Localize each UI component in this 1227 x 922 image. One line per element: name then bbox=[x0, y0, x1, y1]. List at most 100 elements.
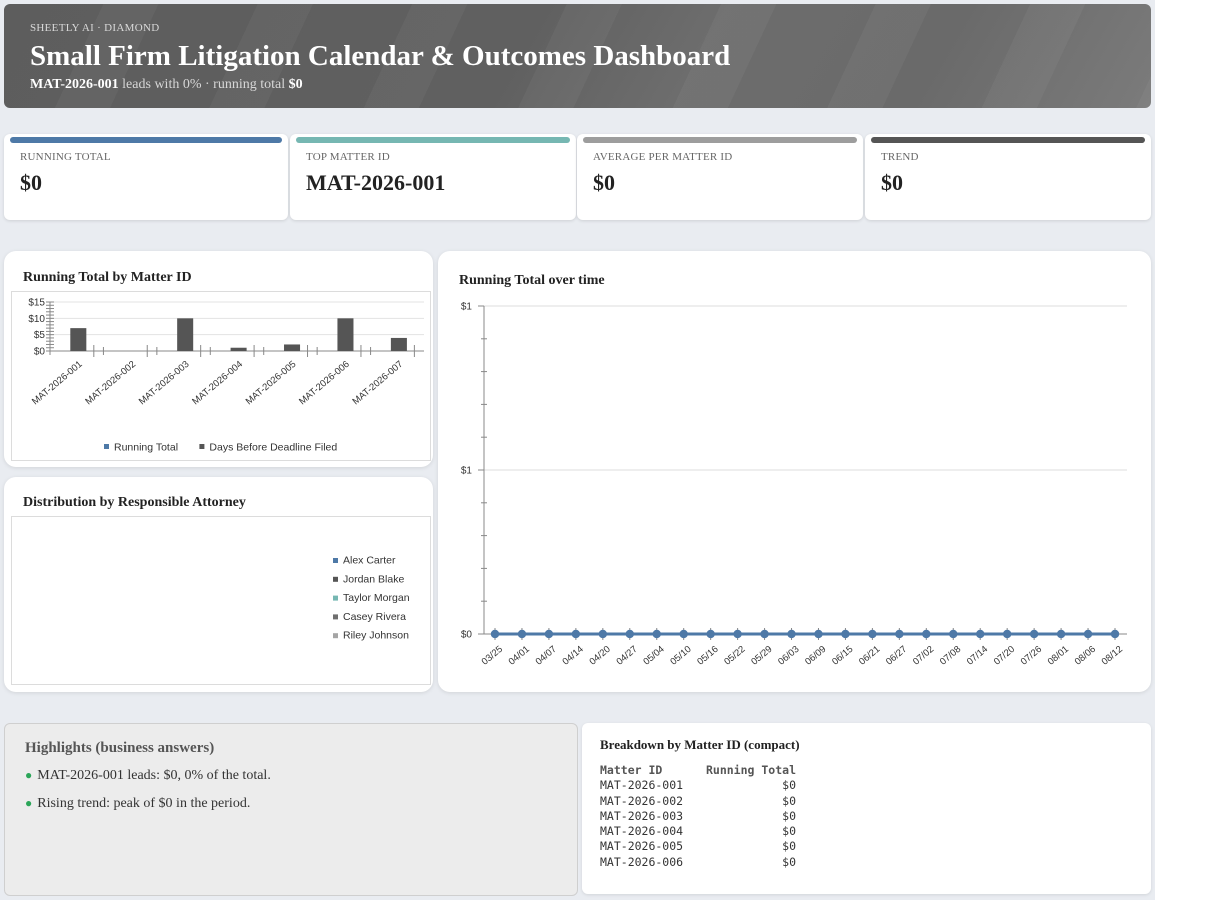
line-chart-card: Running Total over time $1 $1 $0 03/25 04/01… bbox=[438, 251, 1151, 692]
legend-swatch bbox=[333, 633, 338, 639]
x-tick-label: 06/21 bbox=[857, 644, 882, 668]
legend-label: Days Before Deadline Filed bbox=[209, 442, 337, 454]
highlight-text: Rising trend: peak of $0 in the period. bbox=[37, 796, 251, 811]
y-tick-label: $5 bbox=[34, 330, 46, 341]
data-point bbox=[814, 629, 823, 639]
line-chart-title: Running Total over time bbox=[459, 273, 605, 288]
data-point bbox=[544, 629, 554, 639]
x-tick-label: 04/07 bbox=[534, 644, 559, 668]
x-tick-label: 05/29 bbox=[749, 644, 774, 668]
legend-swatch bbox=[104, 444, 109, 449]
table-header-row: Matter ID Running Total bbox=[600, 763, 796, 778]
x-tick-label: 07/08 bbox=[938, 644, 963, 668]
x-tick-label: 08/01 bbox=[1046, 644, 1071, 668]
x-tick-label: 06/09 bbox=[803, 644, 828, 668]
highlights-panel: Highlights (business answers) ● MAT-2026-… bbox=[4, 723, 578, 896]
pie-chart: Alex Carter Jordan Blake Taylor Morgan Case… bbox=[333, 555, 410, 642]
highlight-item: ● MAT-2026-001 leads: $0, 0% of the total… bbox=[25, 768, 271, 784]
column-header: Matter ID bbox=[600, 763, 663, 777]
legend-swatch bbox=[333, 595, 338, 601]
bar-days-before-deadline bbox=[177, 318, 194, 351]
kpi-card-trend: TREND $0 bbox=[865, 134, 1151, 220]
data-point bbox=[490, 629, 500, 639]
kpi-card-average: AVERAGE PER MATTER ID $0 bbox=[577, 134, 863, 220]
dashboard-canvas: SHEETLY AI · DIAMOND Small Firm Litigati… bbox=[0, 0, 1155, 900]
data-point bbox=[1110, 629, 1120, 639]
kpi-value: $0 bbox=[593, 170, 615, 195]
table-cell: $0 bbox=[782, 824, 796, 839]
table-cell: $0 bbox=[782, 839, 796, 854]
subtitle-lead-matter: MAT-2026-001 bbox=[30, 77, 119, 92]
kpi-card-top-matter: TOP MATTER ID MAT-2026-001 bbox=[290, 134, 576, 220]
bar-days-before-deadline bbox=[70, 328, 87, 351]
x-tick-label: 07/02 bbox=[911, 644, 936, 668]
x-tick-label: 06/27 bbox=[884, 644, 909, 668]
legend-swatch bbox=[333, 558, 338, 563]
x-tick-label: 07/20 bbox=[992, 644, 1017, 668]
x-tick-label: 05/10 bbox=[668, 644, 693, 668]
legend-label: Casey Rivera bbox=[343, 611, 406, 623]
bar-days-before-deadline bbox=[337, 318, 354, 351]
table-cell: $0 bbox=[782, 778, 796, 793]
header-subtitle: MAT-2026-001 leads with 0% · running tot… bbox=[30, 77, 303, 93]
data-point bbox=[841, 629, 850, 639]
table-cell: MAT-2026-004 bbox=[600, 824, 684, 839]
table-cell: MAT-2026-005 bbox=[600, 839, 684, 854]
subtitle-total: $0 bbox=[288, 77, 303, 92]
bar-days-before-deadline bbox=[390, 337, 407, 351]
data-point bbox=[868, 629, 877, 639]
dashboard-header: SHEETLY AI · DIAMOND Small Firm Litigati… bbox=[4, 4, 1151, 108]
column-header: Running Total bbox=[705, 763, 796, 777]
legend-label: Riley Johnson bbox=[343, 630, 409, 642]
table-row: MAT-2026-002 $0 bbox=[600, 794, 796, 809]
data-point bbox=[706, 629, 715, 639]
data-point bbox=[976, 629, 985, 639]
kpi-card-running-total: RUNNING TOTAL $0 bbox=[4, 134, 288, 220]
x-tick-label: MAT-2026-005 bbox=[244, 359, 299, 407]
kpi-label: AVERAGE PER MATTER ID bbox=[593, 151, 733, 163]
kpi-value: $0 bbox=[20, 170, 42, 195]
data-point bbox=[1002, 629, 1012, 639]
subtitle-text: leads with 0% · running total bbox=[118, 77, 289, 92]
bullet-icon: ● bbox=[25, 768, 33, 782]
x-tick-label: 04/01 bbox=[507, 644, 532, 668]
data-point bbox=[517, 629, 527, 639]
x-tick-label: 05/16 bbox=[695, 644, 720, 668]
x-tick-label: 07/26 bbox=[1019, 644, 1044, 668]
table-row: MAT-2026-006 $0 bbox=[600, 855, 796, 870]
kpi-value: MAT-2026-001 bbox=[306, 170, 446, 195]
kpi-value: $0 bbox=[881, 170, 903, 195]
kpi-accent-bar bbox=[583, 137, 857, 143]
x-tick-label: MAT-2026-003 bbox=[137, 359, 192, 407]
table-cell: MAT-2026-003 bbox=[600, 808, 684, 823]
x-tick-label: MAT-2026-006 bbox=[297, 359, 352, 407]
kpi-accent-bar bbox=[296, 137, 570, 143]
x-tick-label: 03/25 bbox=[480, 644, 505, 668]
y-tick-label: $0 bbox=[461, 630, 473, 641]
data-point bbox=[598, 629, 608, 639]
y-tick-label: $1 bbox=[461, 466, 473, 477]
x-tick-label: MAT-2026-002 bbox=[83, 359, 138, 407]
x-tick-label: 04/14 bbox=[561, 644, 586, 668]
x-tick-label: 06/03 bbox=[776, 644, 801, 668]
highlight-item: ● Rising trend: peak of $0 in the period. bbox=[25, 796, 271, 812]
line-chart: $1 $1 $0 03/25 04/01 04/07 04/14 04/20 04/27 05/0… bbox=[461, 302, 1127, 668]
kpi-label: TOP MATTER ID bbox=[306, 151, 390, 163]
bar-chart: $15$10$5$0MAT-2026-001MAT-2026-002MAT-20… bbox=[28, 298, 424, 454]
bar-days-before-deadline bbox=[284, 344, 301, 351]
table-cell: $0 bbox=[782, 854, 796, 869]
x-tick-label: 07/14 bbox=[965, 644, 990, 668]
x-tick-label: 06/15 bbox=[830, 644, 855, 668]
table-row: MAT-2026-003 $0 bbox=[600, 809, 796, 824]
legend-label: Running Total bbox=[114, 442, 178, 454]
legend-label: Alex Carter bbox=[343, 555, 396, 567]
kpi-label: RUNNING TOTAL bbox=[20, 151, 111, 163]
breakdown-title: Breakdown by Matter ID (compact) bbox=[600, 737, 800, 752]
x-tick-label: 08/06 bbox=[1073, 644, 1098, 668]
x-tick-label: 08/12 bbox=[1100, 644, 1125, 668]
x-tick-label: 04/27 bbox=[614, 644, 639, 668]
y-tick-label: $15 bbox=[28, 298, 45, 309]
pie-chart-card: Distribution by Responsible Attorney Ale… bbox=[4, 477, 433, 692]
y-tick-label: $0 bbox=[34, 347, 46, 358]
data-point bbox=[625, 629, 634, 639]
